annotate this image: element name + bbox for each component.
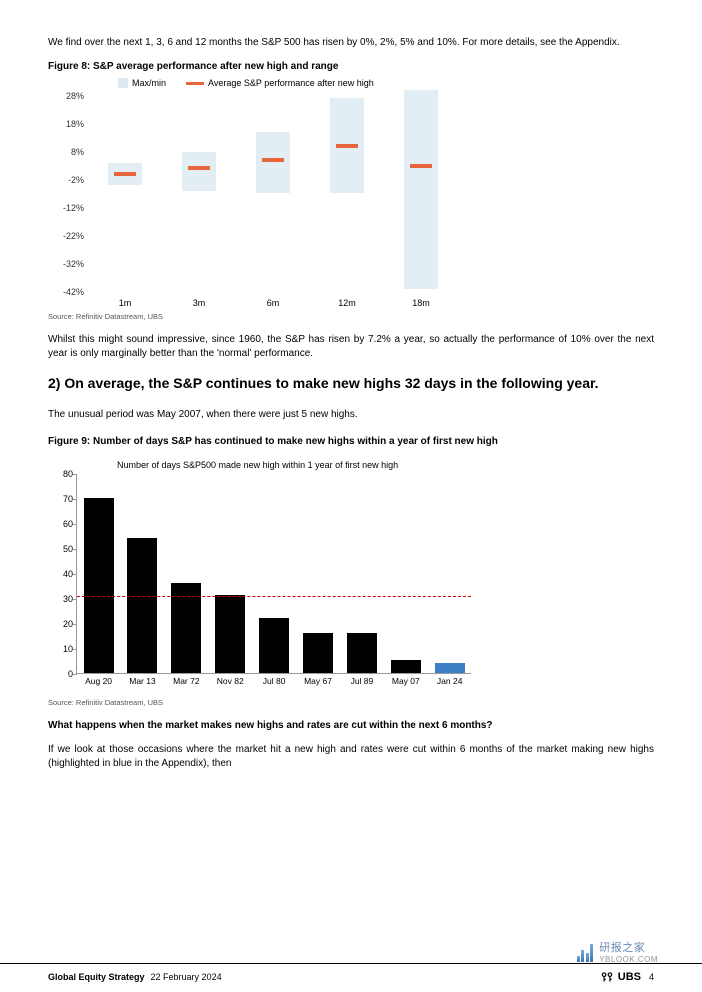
avg-dashed-line: [77, 596, 471, 597]
y-tick: 50: [53, 544, 73, 554]
y-tick: 8%: [50, 147, 84, 157]
y-tick: 40: [53, 569, 73, 579]
y-tick: 28%: [50, 91, 84, 101]
range-bar: [404, 90, 438, 289]
avg-marker: [114, 172, 136, 176]
intro-text: We find over the next 1, 3, 6 and 12 mon…: [48, 36, 654, 51]
unusual-text: The unusual period was May 2007, when th…: [48, 408, 654, 423]
range-bar: [256, 132, 290, 194]
y-tick: 60: [53, 519, 73, 529]
x-label: Aug 20: [79, 676, 119, 686]
x-label: Mar 72: [166, 676, 206, 686]
watermark: 研报之家 YBLOOK.COM: [577, 939, 658, 964]
bar: [215, 595, 245, 673]
y-tick: 20: [53, 619, 73, 629]
x-label: 6m: [253, 298, 293, 308]
last-paragraph: If we look at those occasions where the …: [48, 743, 654, 772]
x-label: May 67: [298, 676, 338, 686]
bar: [347, 633, 377, 673]
y-tick: 10: [53, 644, 73, 654]
x-label: 1m: [105, 298, 145, 308]
y-tick: 18%: [50, 119, 84, 129]
bar: [84, 498, 114, 673]
avg-marker: [410, 164, 432, 168]
bar: [303, 633, 333, 673]
bar: [259, 618, 289, 673]
figure8-source: Source: Refinitiv Datastream, UBS: [48, 312, 654, 321]
watermark-icon: [577, 942, 594, 962]
y-tick: -12%: [50, 203, 84, 213]
x-label: 12m: [327, 298, 367, 308]
y-tick: 70: [53, 494, 73, 504]
bar: [127, 538, 157, 673]
question-text: What happens when the market makes new h…: [48, 719, 654, 733]
y-tick: 0: [53, 669, 73, 679]
y-tick: -2%: [50, 175, 84, 185]
bar: [391, 660, 421, 673]
y-tick: -32%: [50, 259, 84, 269]
figure8-title: Figure 8: S&P average performance after …: [48, 61, 654, 72]
y-tick: -42%: [50, 287, 84, 297]
avg-marker: [336, 144, 358, 148]
figure8-chart: Max/min Average S&P performance after ne…: [48, 78, 468, 308]
figure8-legend: Max/min Average S&P performance after ne…: [118, 78, 374, 89]
figure9-title: Figure 9: Number of days S&P has continu…: [48, 435, 654, 448]
y-tick: 80: [53, 469, 73, 479]
footer-date: 22 February 2024: [151, 972, 222, 982]
ubs-keys-icon: [600, 970, 614, 984]
x-label: 18m: [401, 298, 441, 308]
range-bar: [182, 152, 216, 191]
figure9-source: Source: Refinitiv Datastream, UBS: [48, 698, 654, 707]
legend-avg-swatch: [186, 82, 204, 85]
watermark-text: 研报之家: [599, 939, 658, 955]
page-footer: Global Equity Strategy 22 February 2024 …: [0, 963, 702, 992]
avg-marker: [188, 166, 210, 170]
y-tick: 30: [53, 594, 73, 604]
figure9-legend: Number of days S&P500 made new high with…: [117, 460, 398, 470]
x-label: 3m: [179, 298, 219, 308]
legend-range-swatch: [118, 78, 128, 88]
x-label: Jul 89: [342, 676, 382, 686]
page-number: 4: [649, 972, 654, 982]
ubs-logo: UBS: [600, 970, 641, 984]
x-label: Mar 13: [122, 676, 162, 686]
x-label: Jan 24: [430, 676, 470, 686]
x-label: Nov 82: [210, 676, 250, 686]
section-heading: 2) On average, the S&P continues to make…: [48, 374, 654, 393]
legend-avg-label: Average S&P performance after new high: [208, 78, 374, 88]
avg-marker: [262, 158, 284, 162]
x-label: May 07: [386, 676, 426, 686]
bar: [435, 663, 465, 673]
footer-title: Global Equity Strategy: [48, 972, 145, 982]
figure9-chart: Number of days S&P500 made new high with…: [48, 454, 478, 694]
mid-paragraph: Whilst this might sound impressive, sinc…: [48, 333, 654, 362]
y-tick: -22%: [50, 231, 84, 241]
x-label: Jul 80: [254, 676, 294, 686]
legend-range-label: Max/min: [132, 78, 166, 88]
